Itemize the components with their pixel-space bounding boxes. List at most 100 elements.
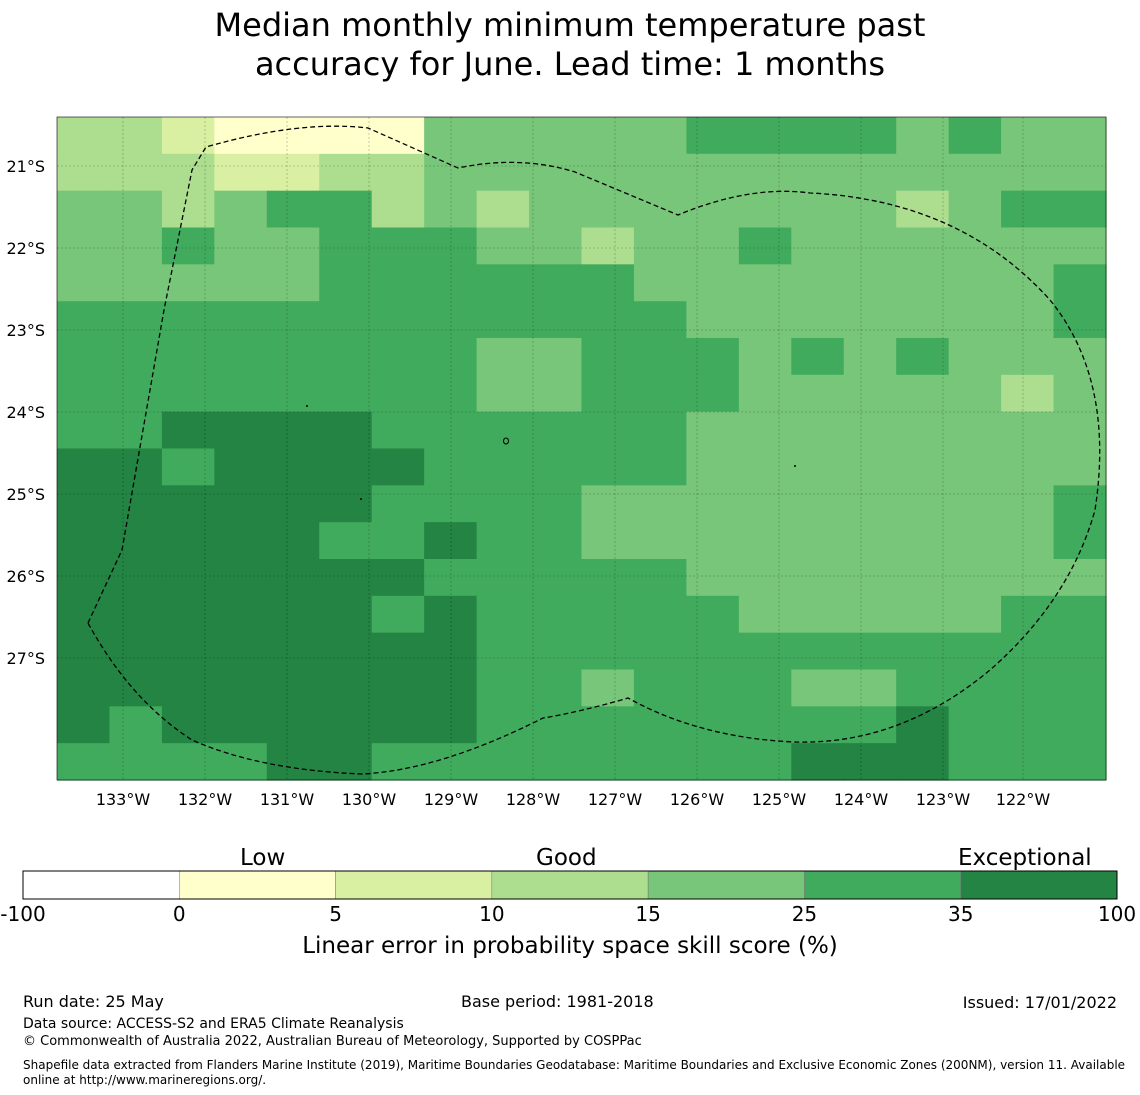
colorbar-segment xyxy=(335,870,493,900)
grid-cell xyxy=(1001,669,1055,707)
grid-cell xyxy=(161,301,215,339)
grid-cell xyxy=(581,485,635,523)
colorbar-tick-label: 100 xyxy=(1097,902,1137,926)
longitude-label: 126°W xyxy=(670,790,725,809)
grid-cell xyxy=(476,632,530,671)
grid-cell xyxy=(319,448,373,486)
grid-cell xyxy=(843,632,897,671)
grid-cell xyxy=(896,448,950,486)
longitude-label: 133°W xyxy=(96,790,151,809)
grid-cell xyxy=(791,485,845,523)
grid-cell xyxy=(791,227,845,265)
grid-cell xyxy=(57,227,111,265)
island xyxy=(306,405,308,407)
colorbar-tick-label: 0 xyxy=(172,902,186,926)
grid-cell xyxy=(319,374,373,413)
grid-cell xyxy=(843,227,897,265)
grid-cell xyxy=(896,227,950,265)
grid-cell xyxy=(581,522,635,560)
grid-cell xyxy=(214,301,268,339)
grid-cell xyxy=(791,669,845,707)
grid-cell xyxy=(948,706,1002,744)
grid-cell xyxy=(161,190,215,229)
grid-cell xyxy=(896,522,950,560)
grid-cell xyxy=(686,669,740,707)
grid-cell xyxy=(633,559,687,597)
grid-cell xyxy=(686,338,740,376)
grid-cell xyxy=(57,559,111,597)
grid-cell xyxy=(161,743,215,781)
grid-cell xyxy=(1053,522,1107,560)
grid-cell xyxy=(686,522,740,560)
grid-cell xyxy=(214,595,268,634)
colorbar-segment xyxy=(960,870,1118,900)
latitude-labels: 21°S 22°S 23°S 24°S 25°S 26°S 27°S xyxy=(6,157,45,668)
grid-cell xyxy=(843,411,897,450)
grid-cell xyxy=(424,522,478,560)
grid-cell xyxy=(633,743,687,781)
grid-cell xyxy=(424,448,478,486)
grid-cell xyxy=(1001,706,1055,744)
grid-cell xyxy=(161,338,215,376)
grid-cell xyxy=(1001,338,1055,376)
grid-cell xyxy=(843,264,897,302)
longitude-label: 128°W xyxy=(506,790,561,809)
grid-cell xyxy=(738,595,792,634)
grid-cell xyxy=(791,411,845,450)
grid-cell xyxy=(266,190,320,229)
grid-cell xyxy=(1053,190,1107,229)
grid-cell xyxy=(1001,559,1055,597)
grid-cell xyxy=(738,632,792,671)
grid-cell xyxy=(214,706,268,744)
grid-cell xyxy=(581,706,635,744)
grid-cell xyxy=(424,338,478,376)
grid-cell xyxy=(581,669,635,707)
grid-cell xyxy=(424,301,478,339)
grid-cell xyxy=(843,522,897,560)
grid-cell xyxy=(57,190,111,229)
longitude-label: 127°W xyxy=(588,790,643,809)
grid-cell xyxy=(57,338,111,376)
grid-cell xyxy=(424,411,478,450)
grid-cell xyxy=(424,117,478,155)
map-gridlines xyxy=(57,117,1106,780)
grid-cell xyxy=(266,448,320,486)
grid-cell xyxy=(161,632,215,671)
grid-cell xyxy=(371,743,425,781)
grid-cell xyxy=(738,374,792,413)
shapefile-credit-line-1: Shapefile data extracted from Flanders M… xyxy=(23,1058,1126,1072)
grid-cell xyxy=(424,595,478,634)
grid-cell xyxy=(476,374,530,413)
grid-cell xyxy=(214,669,268,707)
grid-cell xyxy=(109,485,163,523)
grid-cell xyxy=(57,448,111,486)
grid-cell xyxy=(791,117,845,155)
grid-cell xyxy=(896,264,950,302)
grid-cell xyxy=(371,338,425,376)
grid-cell xyxy=(476,448,530,486)
chart-title-line-1: Median monthly minimum temperature past xyxy=(214,6,926,44)
grid-cell xyxy=(319,706,373,744)
grid-cell xyxy=(529,338,583,376)
grid-cell xyxy=(529,485,583,523)
grid-cell xyxy=(109,411,163,450)
grid-cell xyxy=(371,595,425,634)
grid-cell xyxy=(214,190,268,229)
grid-cell xyxy=(214,522,268,560)
grid-cell xyxy=(1001,227,1055,265)
grid-cell xyxy=(57,301,111,339)
grid-cell xyxy=(161,227,215,265)
grid-cell xyxy=(319,559,373,597)
grid-cell xyxy=(581,595,635,634)
grid-cell xyxy=(476,706,530,744)
grid-cell xyxy=(266,632,320,671)
grid-cell xyxy=(319,669,373,707)
grid-cell xyxy=(581,632,635,671)
grid-cell xyxy=(214,338,268,376)
grid-cell xyxy=(948,595,1002,634)
colorbar-tick-label: -100 xyxy=(0,902,46,926)
grid-cell xyxy=(581,301,635,339)
colorbar-label-good: Good xyxy=(536,845,597,871)
grid-cell xyxy=(1001,522,1055,560)
latitude-label: 22°S xyxy=(6,239,45,258)
